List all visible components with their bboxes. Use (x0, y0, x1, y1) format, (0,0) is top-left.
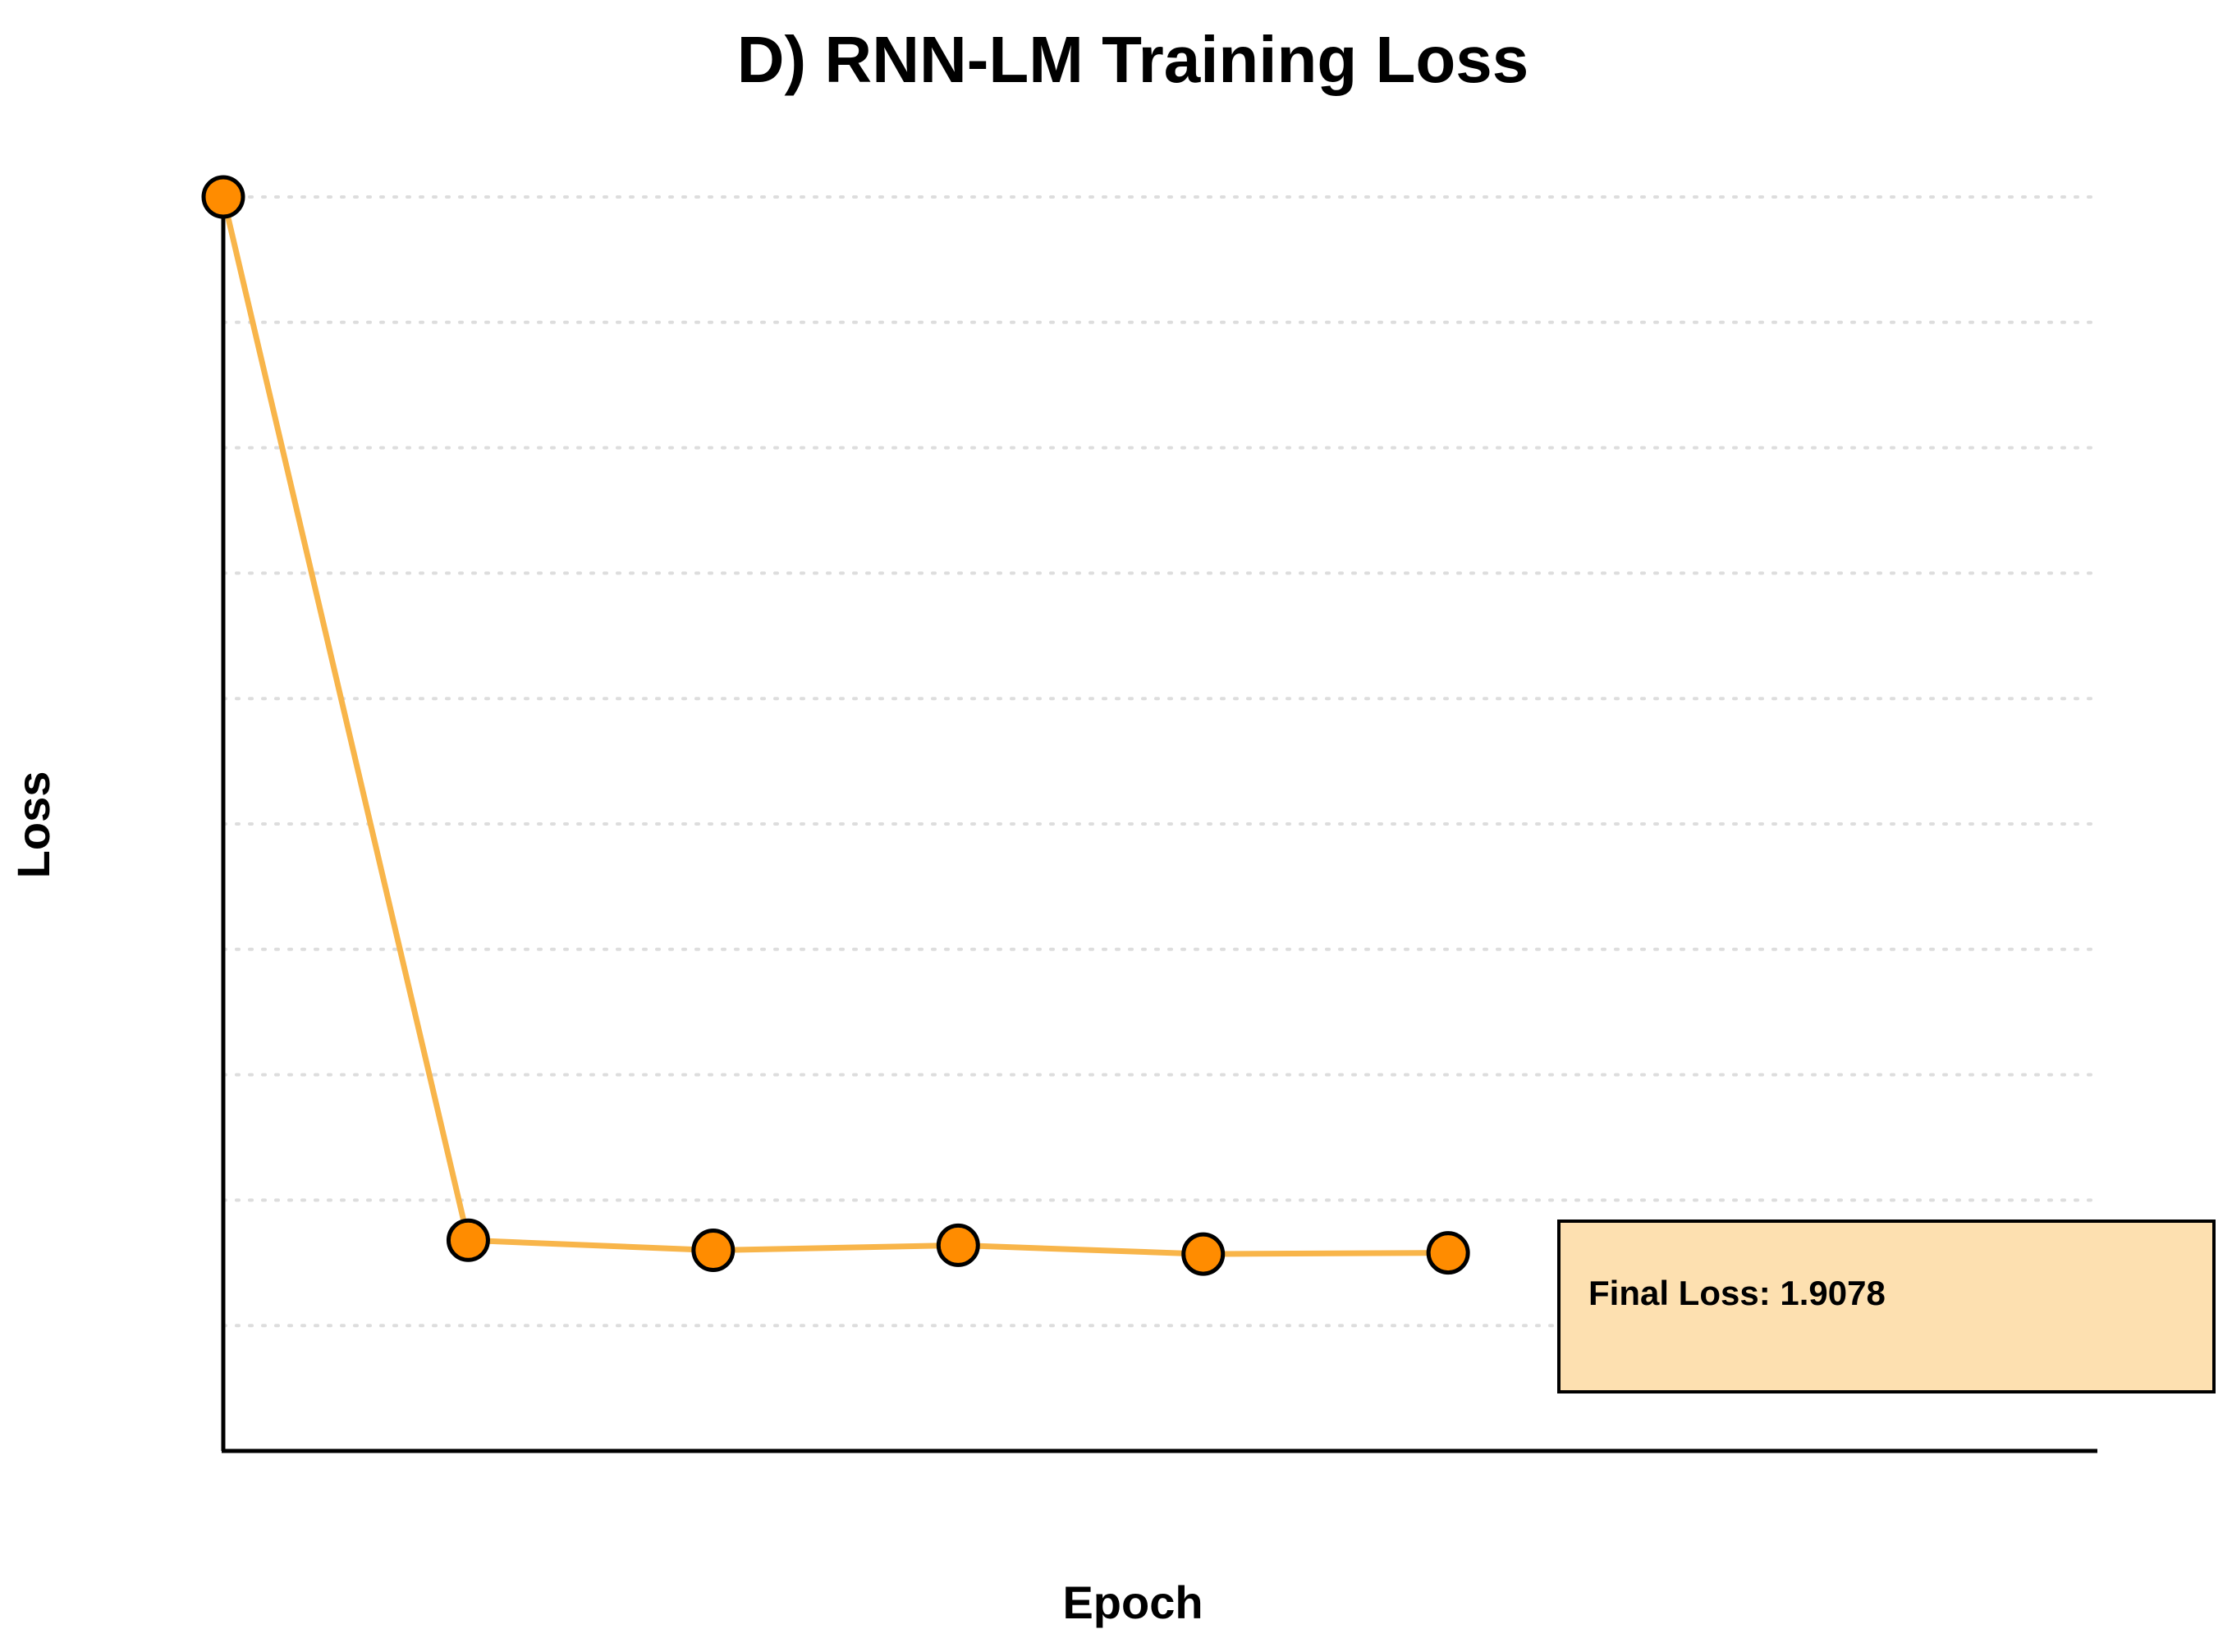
data-point (1181, 1232, 1226, 1276)
x-axis-label: Epoch (1062, 1576, 1203, 1628)
data-point (1426, 1231, 1470, 1275)
loss-series (201, 175, 1470, 1276)
grid-lines (222, 195, 2099, 1328)
data-point (936, 1223, 980, 1267)
data-point (201, 175, 245, 219)
final-loss-annotation: Final Loss: 1.9078 (1557, 1220, 2216, 1393)
chart-title: D) RNN-LM Training Loss (737, 23, 1528, 96)
annotation-text: Final Loss: 1.9078 (1588, 1274, 1886, 1312)
loss-series-line (220, 194, 1451, 1257)
y-axis-label: Loss (7, 771, 59, 879)
annotation-box (1557, 1220, 2216, 1393)
data-point (691, 1229, 736, 1273)
axes (221, 197, 2097, 1453)
data-point (446, 1218, 490, 1262)
